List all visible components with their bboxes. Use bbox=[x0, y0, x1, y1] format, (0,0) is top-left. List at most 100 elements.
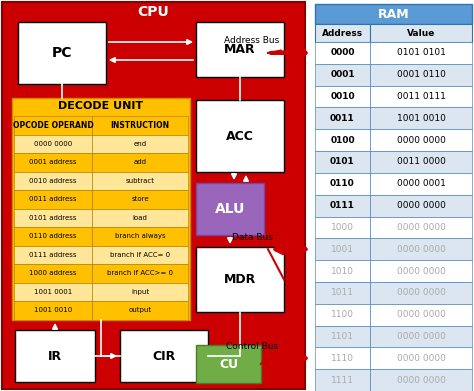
Text: 0001 0110: 0001 0110 bbox=[397, 70, 446, 79]
Bar bbox=[92, 264, 188, 283]
Bar bbox=[92, 172, 188, 190]
Text: 1001 0010: 1001 0010 bbox=[34, 307, 72, 313]
Bar bbox=[315, 347, 370, 369]
Text: 0101 0101: 0101 0101 bbox=[397, 48, 446, 57]
Bar bbox=[315, 151, 370, 173]
Text: 1001: 1001 bbox=[331, 245, 354, 254]
Text: 0101: 0101 bbox=[330, 158, 355, 167]
Text: CIR: CIR bbox=[152, 350, 176, 362]
Bar bbox=[92, 116, 188, 135]
Text: 0010: 0010 bbox=[330, 92, 355, 101]
Text: 0000 0000: 0000 0000 bbox=[397, 223, 446, 232]
Bar bbox=[315, 86, 370, 108]
Text: 0001 address: 0001 address bbox=[29, 159, 77, 165]
Text: 1010: 1010 bbox=[331, 267, 354, 276]
Text: 0000 0000: 0000 0000 bbox=[397, 267, 446, 276]
Text: 0111 address: 0111 address bbox=[29, 252, 77, 258]
Bar bbox=[315, 304, 370, 326]
Text: branch always: branch always bbox=[115, 233, 165, 239]
Text: CPU: CPU bbox=[137, 5, 169, 19]
Text: 1001 0010: 1001 0010 bbox=[397, 114, 446, 123]
Text: 0101 address: 0101 address bbox=[29, 215, 77, 221]
Bar bbox=[92, 208, 188, 227]
Bar bbox=[15, 330, 95, 382]
Bar bbox=[370, 151, 472, 173]
Text: ALU: ALU bbox=[215, 202, 245, 216]
Text: 0000: 0000 bbox=[330, 48, 355, 57]
Bar bbox=[14, 135, 92, 153]
Text: 0011 address: 0011 address bbox=[29, 196, 77, 202]
Bar bbox=[370, 108, 472, 129]
Text: 0000 0000: 0000 0000 bbox=[397, 354, 446, 363]
Text: RAM: RAM bbox=[378, 7, 410, 20]
Bar bbox=[370, 326, 472, 347]
Bar bbox=[315, 369, 370, 391]
Text: Control Bus: Control Bus bbox=[226, 342, 278, 351]
Text: 0000 0000: 0000 0000 bbox=[397, 136, 446, 145]
Bar bbox=[370, 369, 472, 391]
Text: 0000 0000: 0000 0000 bbox=[397, 332, 446, 341]
Bar bbox=[196, 345, 261, 383]
Bar bbox=[315, 108, 370, 129]
Bar bbox=[315, 217, 370, 238]
Text: 0100: 0100 bbox=[330, 136, 355, 145]
Bar bbox=[196, 22, 284, 77]
Text: 0111: 0111 bbox=[330, 201, 355, 210]
Text: INSTRUCTION: INSTRUCTION bbox=[110, 121, 170, 130]
Text: store: store bbox=[131, 196, 149, 202]
Bar bbox=[196, 183, 264, 235]
Text: input: input bbox=[131, 289, 149, 295]
Text: 0000 0000: 0000 0000 bbox=[397, 310, 446, 319]
Text: 0001: 0001 bbox=[330, 70, 355, 79]
Bar bbox=[12, 98, 190, 320]
Bar bbox=[370, 304, 472, 326]
Text: Value: Value bbox=[407, 29, 435, 38]
Text: 0011 0000: 0011 0000 bbox=[397, 158, 446, 167]
Bar bbox=[92, 246, 188, 264]
Text: load: load bbox=[133, 215, 147, 221]
Bar bbox=[370, 42, 472, 64]
Text: Data Bus: Data Bus bbox=[232, 233, 273, 242]
Text: end: end bbox=[134, 141, 146, 147]
Text: subtract: subtract bbox=[126, 178, 155, 184]
Text: 1100: 1100 bbox=[331, 310, 354, 319]
Bar bbox=[315, 173, 370, 195]
Bar bbox=[92, 135, 188, 153]
Bar bbox=[14, 208, 92, 227]
Bar bbox=[315, 195, 370, 217]
Bar bbox=[14, 283, 92, 301]
Text: 0011: 0011 bbox=[330, 114, 355, 123]
Text: 0011 0111: 0011 0111 bbox=[397, 92, 446, 101]
Bar bbox=[370, 86, 472, 108]
Bar bbox=[370, 282, 472, 304]
Bar bbox=[14, 172, 92, 190]
Text: MDR: MDR bbox=[224, 273, 256, 286]
Bar bbox=[14, 190, 92, 208]
Text: 0000 0000: 0000 0000 bbox=[397, 245, 446, 254]
Text: IR: IR bbox=[48, 350, 62, 362]
Bar bbox=[196, 247, 284, 312]
Bar bbox=[14, 116, 92, 135]
Bar bbox=[370, 260, 472, 282]
Bar bbox=[315, 129, 370, 151]
Bar bbox=[370, 173, 472, 195]
Text: OPCODE OPERAND: OPCODE OPERAND bbox=[13, 121, 93, 130]
Text: 1001 0001: 1001 0001 bbox=[34, 289, 72, 295]
Bar bbox=[14, 153, 92, 172]
Bar bbox=[370, 347, 472, 369]
Bar bbox=[14, 227, 92, 246]
Bar bbox=[370, 129, 472, 151]
Bar bbox=[315, 64, 370, 86]
Bar bbox=[315, 24, 370, 42]
Bar bbox=[92, 190, 188, 208]
Text: 0010 address: 0010 address bbox=[29, 178, 77, 184]
Bar bbox=[315, 4, 472, 24]
Text: DECODE UNIT: DECODE UNIT bbox=[58, 101, 144, 111]
Text: 0000 0000: 0000 0000 bbox=[397, 288, 446, 297]
Text: 0000 0001: 0000 0001 bbox=[397, 179, 446, 188]
Text: branch if ACC= 0: branch if ACC= 0 bbox=[110, 252, 170, 258]
Text: 1011: 1011 bbox=[331, 288, 354, 297]
Text: 1111: 1111 bbox=[331, 376, 354, 385]
Text: output: output bbox=[128, 307, 152, 313]
Bar bbox=[196, 100, 284, 172]
